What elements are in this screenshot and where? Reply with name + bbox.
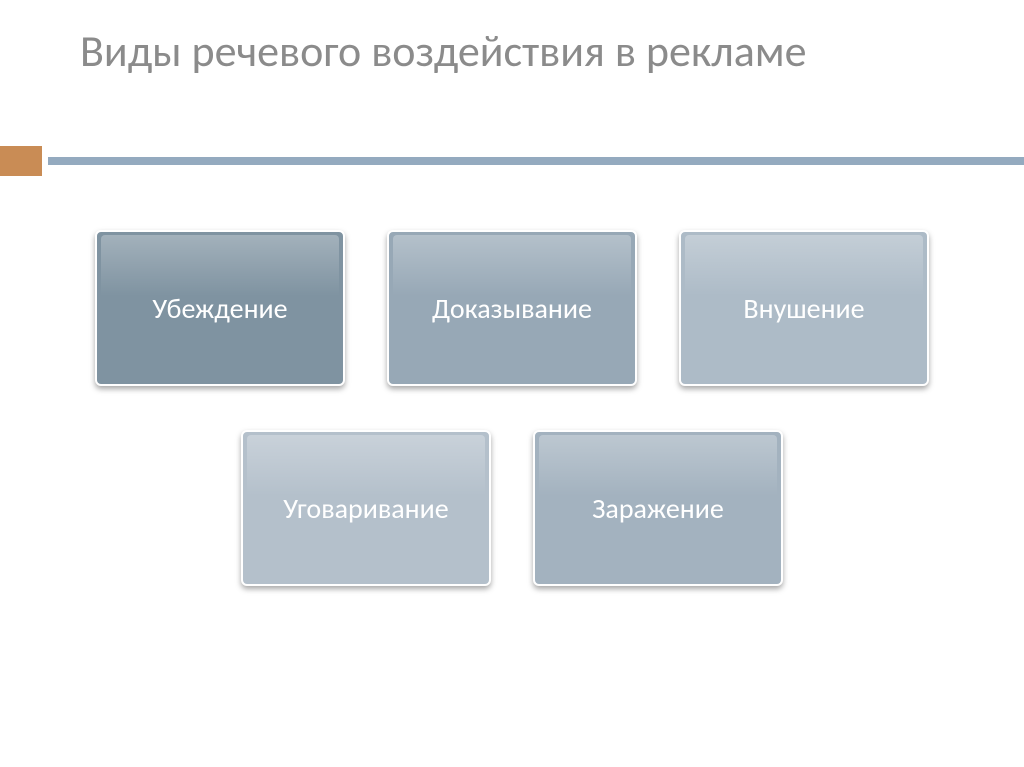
accent-blue-line [48, 157, 1024, 165]
box-persuasion: Убеждение [95, 230, 345, 386]
box-suggestion: Внушение [679, 230, 929, 386]
diagram-row-2: Уговаривание Заражение [0, 430, 1024, 586]
box-gloss [101, 235, 339, 296]
box-contagion: Заражение [533, 430, 783, 586]
title-accent-bar [0, 146, 1024, 176]
box-gloss [247, 435, 485, 496]
slide-title: Виды речевого воздействия в рекламе [80, 26, 984, 77]
accent-orange [0, 146, 42, 176]
box-proving: Доказывание [387, 230, 637, 386]
box-gloss [685, 235, 923, 296]
box-label: Доказывание [432, 291, 592, 326]
box-gloss [393, 235, 631, 296]
box-gloss [539, 435, 777, 496]
box-coaxing: Уговаривание [241, 430, 491, 586]
box-label: Внушение [743, 291, 864, 326]
box-label: Уговаривание [283, 491, 448, 526]
diagram: Убеждение Доказывание Внушение Уговарива… [0, 230, 1024, 630]
box-label: Убеждение [152, 291, 287, 326]
diagram-row-1: Убеждение Доказывание Внушение [0, 230, 1024, 386]
slide: Виды речевого воздействия в рекламе Убеж… [0, 0, 1024, 767]
box-label: Заражение [592, 491, 724, 526]
